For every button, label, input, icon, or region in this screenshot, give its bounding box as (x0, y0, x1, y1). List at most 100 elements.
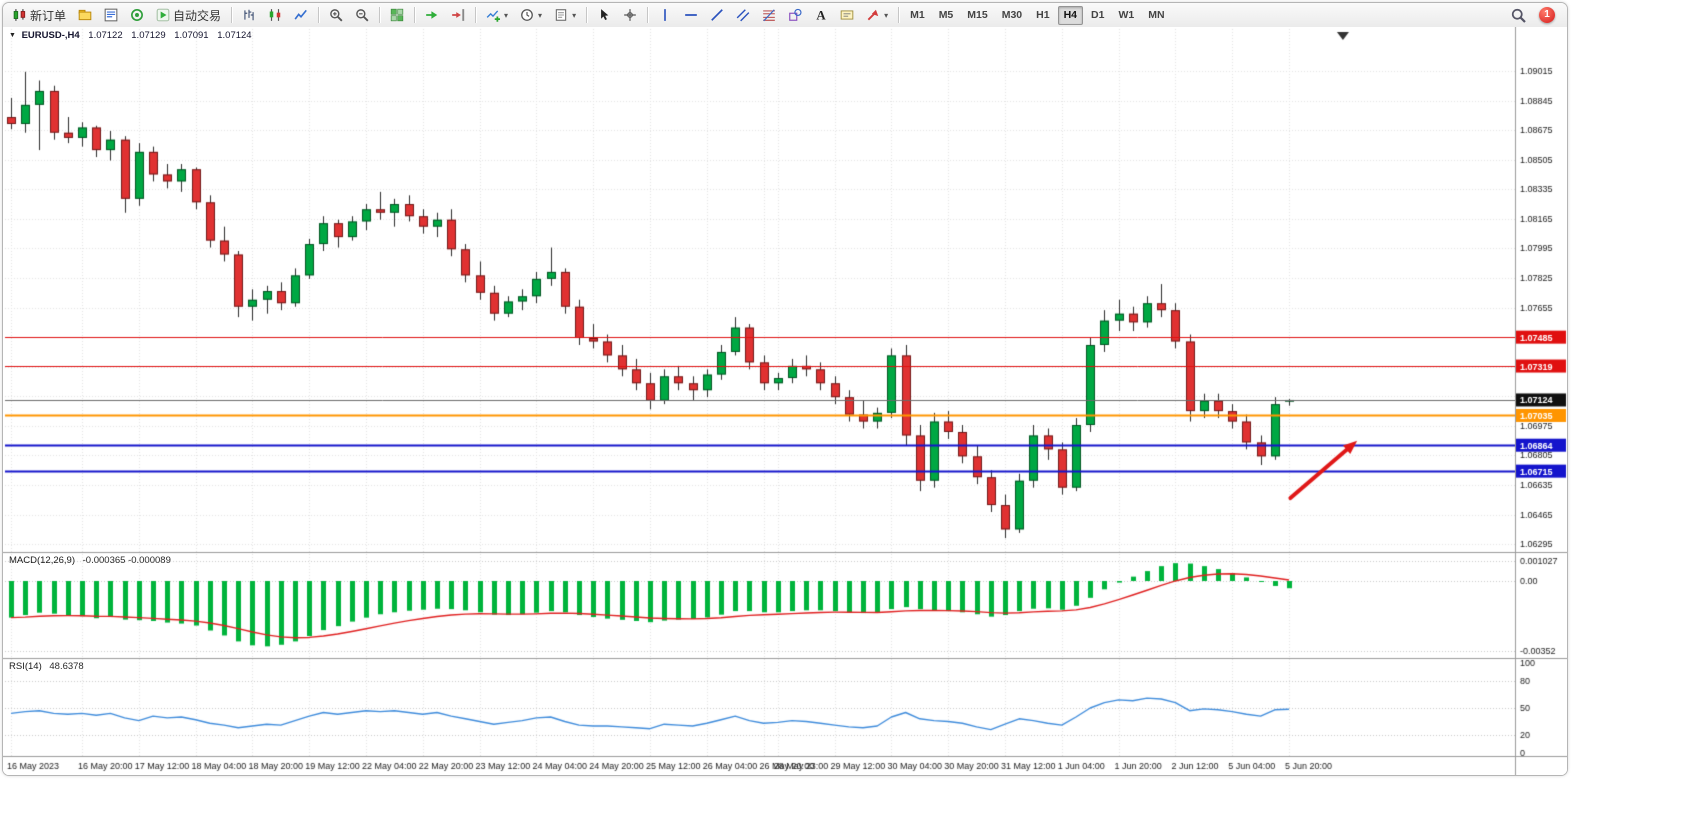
toolbar: 新订单 自动交易 ▾ ▾ ▾ A ▾ M1 M5 M15 M30 H1 H4 D1 W1 MN 1 (3, 3, 1567, 28)
toolbar-separator (647, 7, 649, 23)
periods-button[interactable]: ▾ (515, 5, 547, 26)
timeframe-m5-button[interactable]: M5 (933, 6, 960, 25)
arrows-icon (866, 8, 880, 22)
dropdown-caret-icon: ▾ (884, 10, 889, 20)
time-axis[interactable] (3, 757, 1515, 775)
text-label-button[interactable] (835, 5, 859, 26)
crosshair-icon (623, 8, 637, 22)
timeframe-m1-button[interactable]: M1 (904, 6, 931, 25)
macd-indicator-label: MACD(12,26,9) -0.000365 -0.000089 (9, 555, 171, 566)
timeframe-d1-button[interactable]: D1 (1085, 6, 1110, 25)
new-order-icon (13, 8, 27, 22)
dropdown-caret-icon: ▾ (504, 10, 509, 20)
line-chart-mode-button[interactable] (289, 5, 313, 26)
cursor-icon (597, 8, 611, 22)
channel-icon (736, 8, 750, 22)
auto-trading-icon (156, 8, 170, 22)
timeframe-mn-button[interactable]: MN (1142, 6, 1170, 25)
chart-shift-button[interactable] (446, 5, 470, 26)
toolbar-separator (898, 7, 900, 23)
channel-button[interactable] (731, 5, 755, 26)
bar-chart-mode-button[interactable] (237, 5, 261, 26)
one-click-trading-icon[interactable]: ▼ (9, 32, 16, 39)
timeframe-h1-button[interactable]: H1 (1030, 6, 1055, 25)
auto-trading-button-label: 自动交易 (173, 8, 222, 23)
new-order-button[interactable]: 新订单 (8, 5, 71, 26)
toolbar-separator (414, 7, 416, 23)
data-window-button[interactable] (125, 5, 149, 26)
fibonacci-button[interactable] (757, 5, 781, 26)
zoom-in-button[interactable] (324, 5, 348, 26)
ohlc-close: 1.07124 (217, 30, 252, 41)
tile-windows-button[interactable] (385, 5, 409, 26)
zoom-out-button[interactable] (350, 5, 374, 26)
chart-shift-icon (451, 8, 465, 22)
toolbar-separator (475, 7, 477, 23)
trendline-button[interactable] (705, 5, 729, 26)
rsi-value: 48.6378 (49, 661, 84, 672)
candlestick-mode-button[interactable] (263, 5, 287, 26)
toolbar-separator (586, 7, 588, 23)
toolbar-separator (318, 7, 320, 23)
app-window: 新订单 自动交易 ▾ ▾ ▾ A ▾ M1 M5 M15 M30 H1 H4 D1 W1 MN 1 ▼ EURU… (2, 2, 1568, 776)
auto-trading-button[interactable]: 自动交易 (151, 5, 226, 26)
templates-icon (554, 8, 568, 22)
ohlc-open: 1.07122 (88, 30, 123, 41)
templates-button[interactable]: ▾ (549, 5, 581, 26)
chart-window: ▼ EURUSD-,H4 1.07122 1.07129 1.07091 1.0… (3, 27, 1567, 775)
timeframe-h4-button[interactable]: H4 (1057, 5, 1084, 25)
chart-title: ▼ EURUSD-,H4 1.07122 1.07129 1.07091 1.0… (9, 30, 258, 41)
line-chart-icon (294, 8, 308, 22)
macd-values: -0.000365 -0.000089 (82, 555, 171, 566)
dropdown-caret-icon: ▾ (538, 10, 543, 20)
clock-icon (520, 8, 534, 22)
bar-chart-icon (242, 8, 256, 22)
text-icon: A (814, 8, 828, 22)
shapes-icon (788, 8, 802, 22)
auto-scroll-icon (425, 8, 439, 22)
zoom-in-icon (329, 8, 343, 22)
chart-symbol-period: EURUSD-,H4 (21, 30, 80, 41)
chart-profiles-button[interactable] (73, 5, 97, 26)
market-watch-icon (104, 8, 118, 22)
ohlc-low: 1.07091 (174, 30, 209, 41)
notifications-badge[interactable]: 1 (1539, 7, 1555, 23)
ohlc-high: 1.07129 (131, 30, 166, 41)
dropdown-caret-icon: ▾ (572, 10, 577, 20)
arrows-button[interactable]: ▾ (861, 5, 893, 26)
chart-canvas[interactable] (3, 27, 1567, 775)
zoom-out-icon (355, 8, 369, 22)
market-watch-button[interactable] (99, 5, 123, 26)
horizontal-line-icon (684, 8, 698, 22)
search-button[interactable] (1506, 5, 1531, 26)
shapes-button[interactable] (783, 5, 807, 26)
price-axis[interactable] (1515, 27, 1567, 756)
search-icon (1511, 8, 1526, 23)
data-window-icon (130, 8, 144, 22)
indicators-icon (486, 8, 501, 22)
svg-text:A: A (816, 9, 826, 22)
rsi-name: RSI(14) (9, 661, 42, 672)
profiles-icon (78, 8, 92, 22)
auto-scroll-button[interactable] (420, 5, 444, 26)
horizontal-line-button[interactable] (679, 5, 703, 26)
vertical-line-button[interactable] (653, 5, 677, 26)
timeframe-m30-button[interactable]: M30 (996, 6, 1028, 25)
macd-name: MACD(12,26,9) (9, 555, 75, 566)
cursor-button[interactable] (592, 5, 616, 26)
timeframe-m15-button[interactable]: M15 (961, 6, 993, 25)
crosshair-button[interactable] (618, 5, 642, 26)
toolbar-separator (231, 7, 233, 23)
text-label-icon (840, 8, 854, 22)
indicators-button[interactable]: ▾ (481, 5, 513, 26)
rsi-indicator-label: RSI(14) 48.6378 (9, 661, 84, 672)
timeframe-w1-button[interactable]: W1 (1112, 6, 1140, 25)
fibonacci-icon (762, 8, 776, 22)
toolbar-right-group: 1 (1505, 5, 1563, 26)
vertical-line-icon (658, 8, 672, 22)
toolbar-separator (379, 7, 381, 23)
text-button[interactable]: A (809, 5, 833, 26)
new-order-button-label: 新订单 (30, 8, 67, 23)
candlestick-icon (268, 8, 282, 22)
trendline-icon (710, 8, 724, 22)
